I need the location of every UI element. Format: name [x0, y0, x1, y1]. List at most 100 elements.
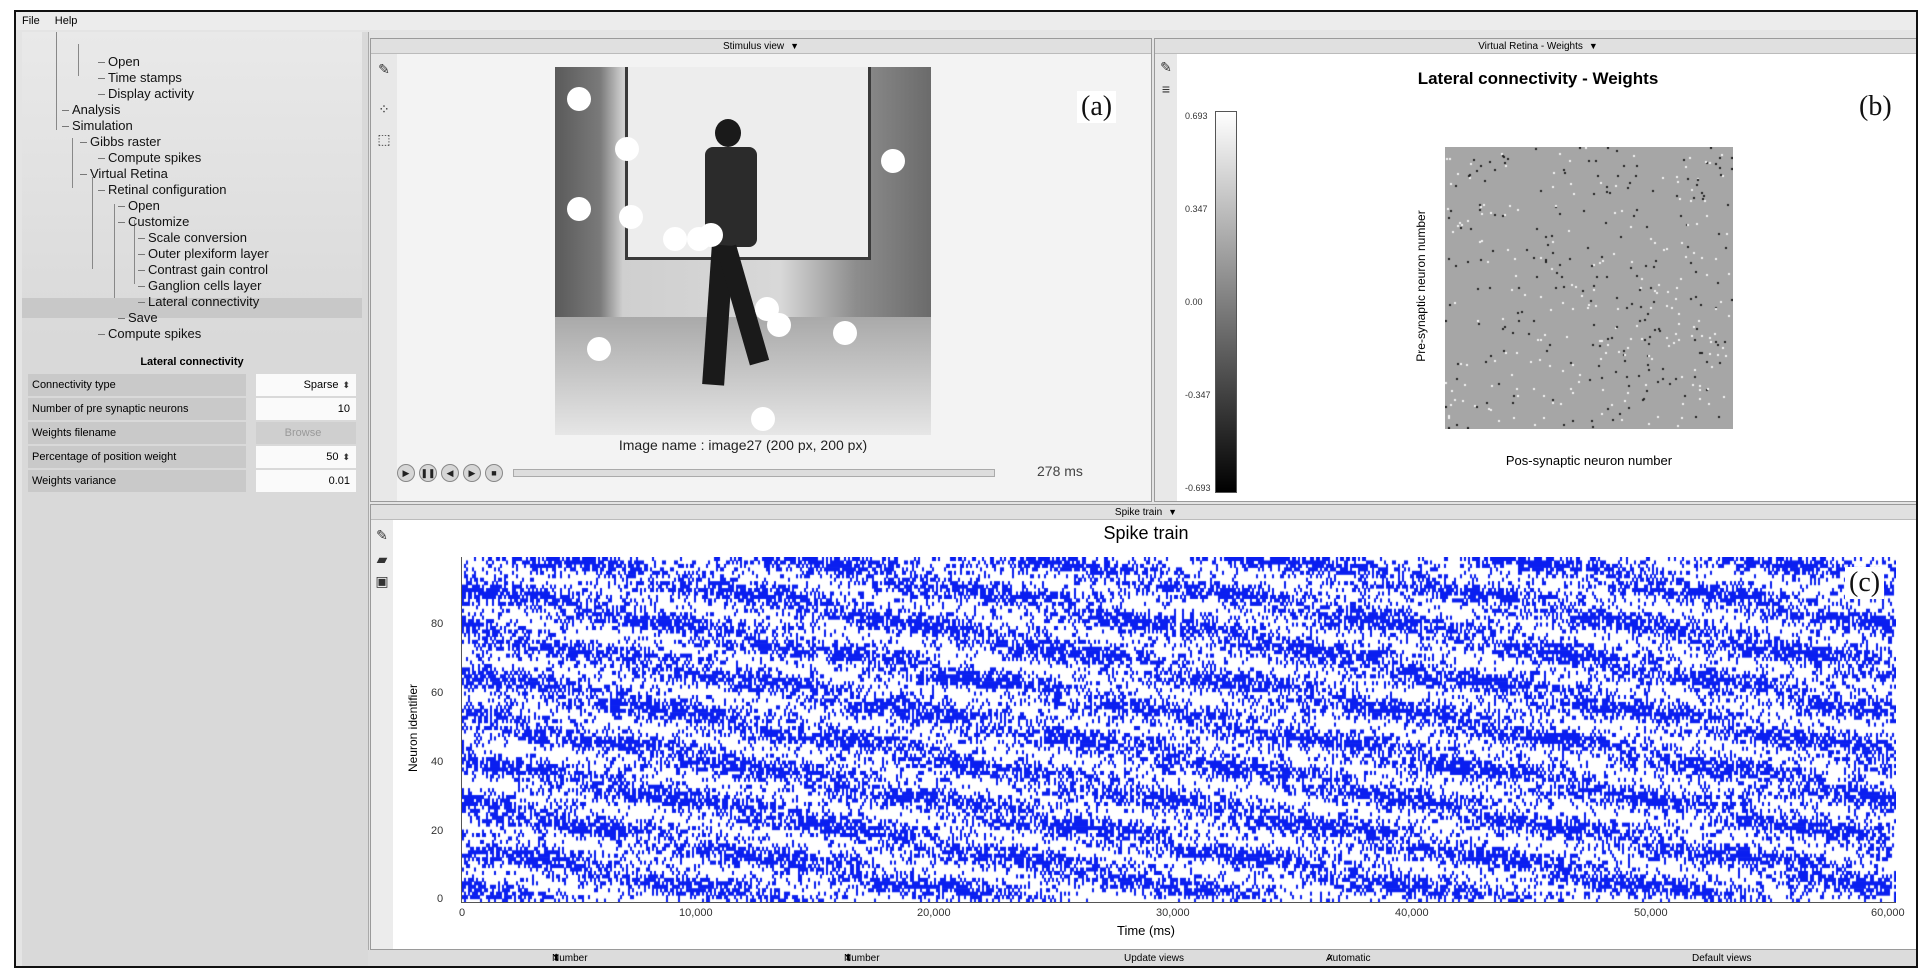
navigation-tree: Open Time stamps Display activity Analys… [22, 32, 362, 341]
tree-item-contrast-gain-control[interactable]: Contrast gain control [138, 262, 268, 277]
tree-item-display-activity[interactable]: Display activity [98, 86, 194, 101]
stimulus-dot [833, 321, 857, 345]
properties-panel: Lateral connectivity Connectivity type S… [22, 352, 362, 494]
image-name-caption: Image name : image27 (200 px, 200 px) [618, 437, 868, 453]
y-tick: 0 [437, 893, 444, 905]
weights-ylabel: Pre-synaptic neuron number [1414, 210, 1428, 362]
panel-letter-c: (c) [1845, 567, 1885, 599]
number-of-views-label: Number of views 3 [552, 953, 588, 964]
menu-file[interactable]: File [22, 15, 40, 27]
select-icon[interactable]: ⬚ [377, 131, 391, 147]
colorbar-tick: 0.693 [1185, 111, 1208, 121]
number-of-columns-label: Number of columns 2 [844, 953, 880, 964]
stimulus-dot [567, 197, 591, 221]
pre-synaptic-neurons-input[interactable]: 10 [256, 398, 356, 420]
weights-title: Lateral connectivity - Weights [1417, 69, 1659, 88]
weights-xlabel: Pos-synaptic neuron number [1505, 453, 1673, 468]
tree-item-virtual-retina[interactable]: Virtual Retina [80, 166, 168, 181]
play-icon[interactable]: ▶ [397, 464, 415, 482]
spin-arrows-icon: ⬍ [844, 953, 853, 964]
open-folder-icon[interactable]: ▰ [376, 551, 388, 567]
save-icon[interactable]: ▣ [375, 573, 389, 589]
position-weight-spinbox[interactable]: 50 ⬍ [256, 446, 356, 468]
spike-train-title: Spike train [1103, 523, 1189, 543]
person-head [715, 119, 741, 147]
tree-item-simulation[interactable]: Simulation [62, 118, 133, 133]
time-unit: ms [1064, 463, 1083, 479]
tree-line [114, 204, 115, 306]
tree-item-gibbs-raster[interactable]: Gibbs raster [80, 134, 161, 149]
automatic-default-views-label: Automatic default views [1326, 953, 1371, 964]
y-tick: 60 [431, 687, 444, 699]
tree-item-open-config[interactable]: Open [118, 198, 160, 213]
chevron-down-icon: ▼ [790, 41, 800, 51]
spike-toolstrip: ✎ ▰ ▣ [371, 520, 393, 949]
tree-item-lateral-connectivity[interactable]: Lateral connectivity [137, 294, 260, 309]
x-tick: 0 [459, 907, 466, 919]
x-tick: 30,000 [1156, 907, 1190, 919]
stop-icon[interactable]: ■ [485, 464, 503, 482]
spike-train-tab-title: Spike train [1114, 507, 1163, 518]
spike-train-tab[interactable]: Spike train ▼ [371, 505, 1916, 520]
tree-line [134, 220, 135, 284]
weights-tab[interactable]: Virtual Retina - Weights ▼ [1155, 39, 1916, 54]
tree-item-save[interactable]: Save [118, 310, 158, 325]
spike-xlabel: Time (ms) [1116, 923, 1175, 938]
stimulus-view-tab[interactable]: Stimulus view ▼ [371, 39, 1151, 54]
spin-arrows-icon: ⬍ [342, 452, 350, 462]
tree-item-open[interactable]: Open [98, 54, 140, 69]
chevron-down-icon: ▼ [1588, 41, 1598, 51]
x-tick: 50,000 [1634, 907, 1668, 919]
dots-icon[interactable]: ⁘ [378, 101, 390, 117]
left-pane: Open Time stamps Display activity Analys… [22, 32, 369, 966]
tree-item-analysis[interactable]: Analysis [61, 102, 121, 117]
weights-variance-input[interactable]: 0.01 [256, 470, 356, 492]
playback-controls: ▶ ❚❚ ◀ ▶ ■ 278 ms [397, 463, 1117, 482]
colorbar-tick: -0.693 [1185, 483, 1211, 493]
tree-item-retinal-configuration[interactable]: Retinal configuration [98, 182, 227, 197]
update-views-button[interactable]: Update views [1124, 953, 1185, 964]
y-tick: 40 [431, 756, 444, 768]
wrench-icon[interactable]: ✎ [376, 527, 388, 543]
default-views-button[interactable]: Default views [1692, 953, 1752, 964]
browse-button[interactable]: Browse [256, 422, 356, 444]
tree-item-time-stamps[interactable]: Time stamps [98, 70, 182, 85]
spin-arrows-icon: ⬍ [342, 380, 350, 390]
spin-arrows-icon: ⬍ [552, 953, 561, 964]
menubar: File Help [16, 12, 1916, 30]
tree-item-customize[interactable]: Customize [117, 214, 190, 229]
prop-row: Percentage of position weight 50 ⬍ [22, 446, 362, 468]
stimulus-image [555, 67, 931, 435]
time-slider[interactable] [513, 469, 995, 477]
wrench-icon[interactable]: ✎ [1160, 59, 1172, 75]
tree-line [92, 177, 93, 269]
tree-line [72, 138, 73, 188]
wrench-icon[interactable]: ✎ [378, 61, 390, 77]
stimulus-dot [881, 149, 905, 173]
tree-item-scale-conversion[interactable]: Scale conversion [138, 230, 247, 245]
bottom-toolbar: Number of views 3 ⬍ Number of columns 2 … [368, 950, 1916, 966]
weights-tab-title: Virtual Retina - Weights [1478, 41, 1583, 52]
tree-line [56, 32, 57, 130]
spike-raster-canvas [462, 557, 1896, 902]
prop-label-pre-synaptic: Number of pre synaptic neurons [28, 398, 246, 420]
tree-item-compute-spikes[interactable]: Compute spikes [97, 150, 202, 165]
menu-help[interactable]: Help [54, 15, 78, 27]
prop-label-weights-variance: Weights variance [28, 470, 246, 492]
stimulus-dot [587, 337, 611, 361]
forward-icon[interactable]: ▶ [463, 464, 481, 482]
connectivity-type-select[interactable]: Sparse ⬍ [256, 374, 356, 396]
menu-icon[interactable]: ≡ [1161, 81, 1171, 97]
stimulus-dot [567, 87, 591, 111]
prop-label-connectivity-type: Connectivity type [28, 374, 246, 396]
stimulus-dot [699, 223, 723, 247]
checkmark-icon: ✓ [1326, 953, 1335, 964]
rewind-icon[interactable]: ◀ [441, 464, 459, 482]
tree-item-outer-plexiform-layer[interactable]: Outer plexiform layer [138, 246, 269, 261]
panel-letter-b: (b) [1855, 91, 1896, 123]
x-tick: 60,000 [1871, 907, 1905, 919]
tree-item-ganglion-cells-layer[interactable]: Ganglion cells layer [137, 278, 262, 293]
tree-item-compute-spikes-2[interactable]: Compute spikes [97, 326, 202, 341]
pause-icon[interactable]: ❚❚ [419, 464, 437, 482]
weights-toolstrip: ✎ ≡ [1155, 54, 1177, 501]
